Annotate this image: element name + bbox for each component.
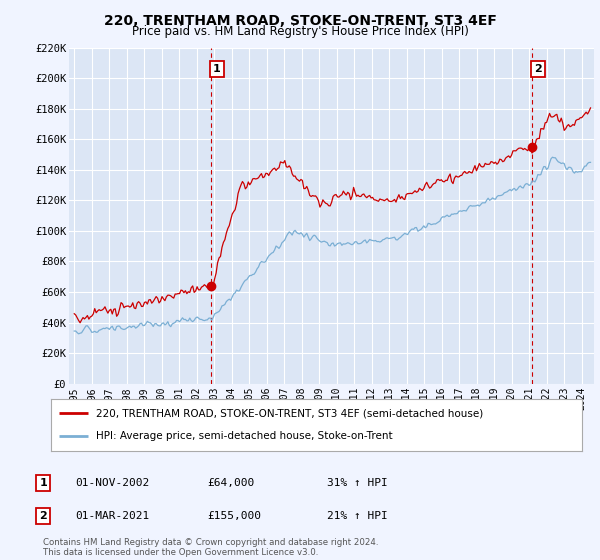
Text: 01-MAR-2021: 01-MAR-2021: [75, 511, 149, 521]
Text: £64,000: £64,000: [207, 478, 254, 488]
Text: HPI: Average price, semi-detached house, Stoke-on-Trent: HPI: Average price, semi-detached house,…: [96, 431, 393, 441]
Text: 1: 1: [40, 478, 47, 488]
Text: 31% ↑ HPI: 31% ↑ HPI: [327, 478, 388, 488]
Text: £155,000: £155,000: [207, 511, 261, 521]
Text: 2: 2: [534, 64, 542, 74]
Text: 220, TRENTHAM ROAD, STOKE-ON-TRENT, ST3 4EF: 220, TRENTHAM ROAD, STOKE-ON-TRENT, ST3 …: [104, 14, 496, 28]
Text: 01-NOV-2002: 01-NOV-2002: [75, 478, 149, 488]
Text: Price paid vs. HM Land Registry's House Price Index (HPI): Price paid vs. HM Land Registry's House …: [131, 25, 469, 38]
Text: 1: 1: [213, 64, 221, 74]
Text: Contains HM Land Registry data © Crown copyright and database right 2024.
This d: Contains HM Land Registry data © Crown c…: [43, 538, 379, 557]
Text: 2: 2: [40, 511, 47, 521]
Text: 220, TRENTHAM ROAD, STOKE-ON-TRENT, ST3 4EF (semi-detached house): 220, TRENTHAM ROAD, STOKE-ON-TRENT, ST3 …: [96, 408, 484, 418]
Text: 21% ↑ HPI: 21% ↑ HPI: [327, 511, 388, 521]
